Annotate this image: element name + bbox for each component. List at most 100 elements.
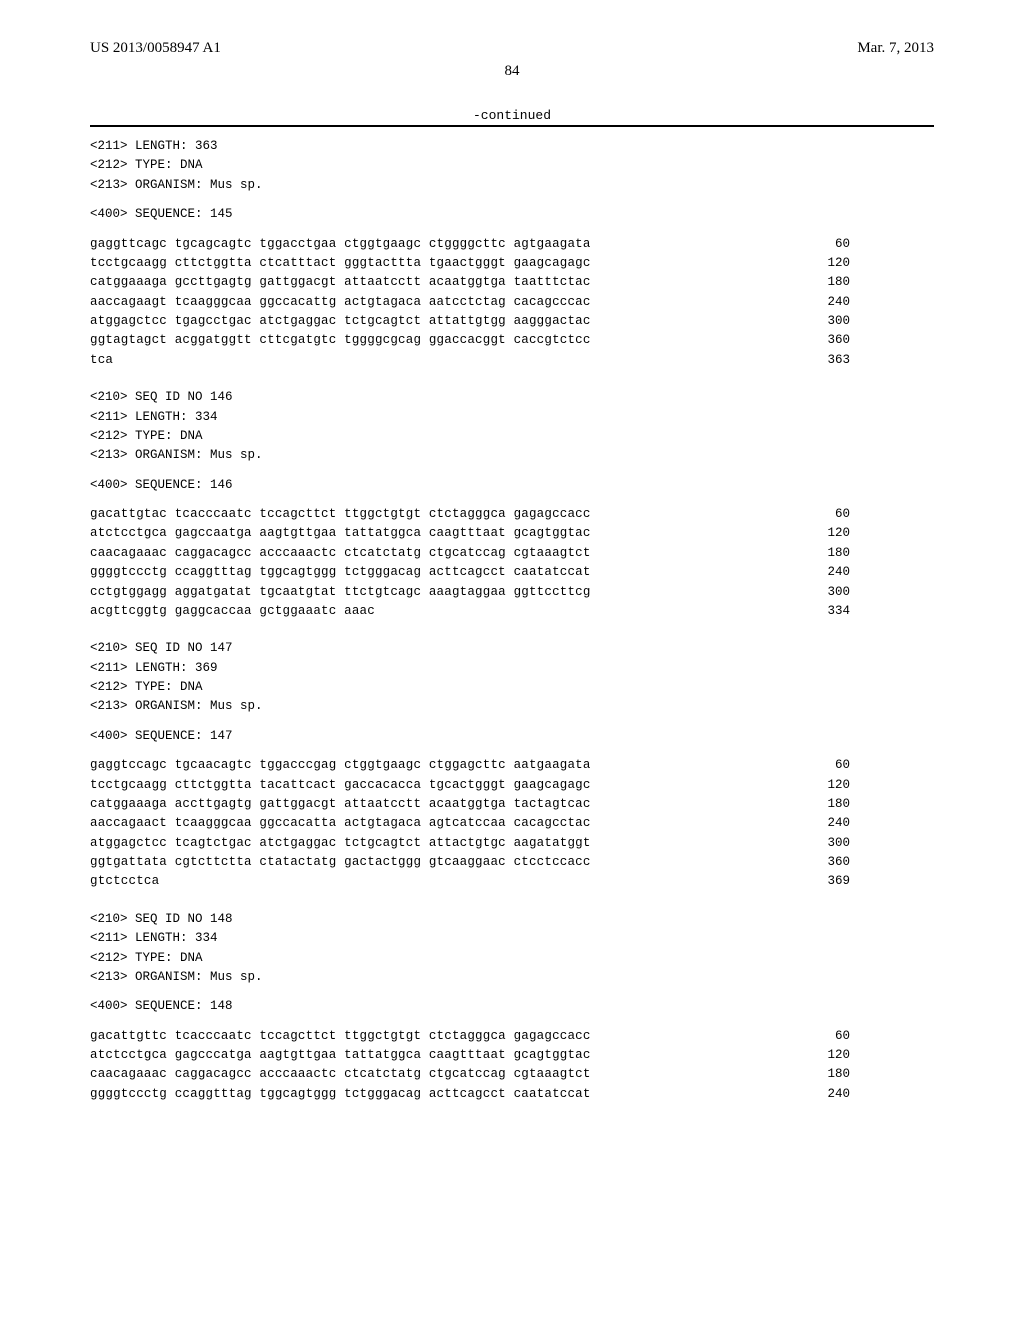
sequence-position: 240 — [810, 563, 850, 582]
sequence-line: ggggtccctg ccaggtttag tggcagtggg tctggga… — [90, 563, 850, 582]
metadata-line: <212> TYPE: DNA — [90, 427, 934, 446]
metadata-line: <210> SEQ ID NO 146 — [90, 388, 934, 407]
sequence-position: 240 — [810, 293, 850, 312]
sequence-metadata: <211> LENGTH: 363<212> TYPE: DNA<213> OR… — [90, 137, 934, 195]
sequence-text: atctcctgca gagcccatga aagtgttgaa tattatg… — [90, 1046, 591, 1065]
sequence-position: 60 — [810, 1027, 850, 1046]
sequence-text: atggagctcc tgagcctgac atctgaggac tctgcag… — [90, 312, 591, 331]
metadata-line: <210> SEQ ID NO 148 — [90, 910, 934, 929]
top-rule — [90, 125, 934, 127]
sequence-position: 360 — [810, 853, 850, 872]
sequence-line: gtctcctca 369 — [90, 872, 850, 891]
metadata-line: <211> LENGTH: 363 — [90, 137, 934, 156]
publication-date: Mar. 7, 2013 — [857, 40, 934, 57]
sequence-line: gaggttcagc tgcagcagtc tggacctgaa ctggtga… — [90, 235, 850, 254]
sequence-position: 369 — [810, 872, 850, 891]
sequence-position: 120 — [810, 524, 850, 543]
sequence-block: gaggttcagc tgcagcagtc tggacctgaa ctggtga… — [90, 235, 934, 371]
sequence-line: atctcctgca gagccaatga aagtgttgaa tattatg… — [90, 524, 850, 543]
sequence-position: 60 — [810, 505, 850, 524]
metadata-line: <212> TYPE: DNA — [90, 949, 934, 968]
sequence-text: caacagaaac caggacagcc acccaaactc ctcatct… — [90, 1065, 591, 1084]
sequence-position: 363 — [810, 351, 850, 370]
sequence-text: gacattgtac tcacccaatc tccagcttct ttggctg… — [90, 505, 591, 524]
sequence-group: <210> SEQ ID NO 147<211> LENGTH: 369<212… — [90, 639, 934, 892]
sequence-position: 120 — [810, 1046, 850, 1065]
metadata-line: <213> ORGANISM: Mus sp. — [90, 697, 934, 716]
sequence-position: 180 — [810, 544, 850, 563]
sequence-line: tcctgcaagg cttctggtta tacattcact gaccaca… — [90, 776, 850, 795]
sequence-text: ggggtccctg ccaggtttag tggcagtggg tctggga… — [90, 563, 591, 582]
sequence-line: ggggtccctg ccaggtttag tggcagtggg tctggga… — [90, 1085, 850, 1104]
sequence-line: ggtgattata cgtcttctta ctatactatg gactact… — [90, 853, 850, 872]
sequence-line: gacattgttc tcacccaatc tccagcttct ttggctg… — [90, 1027, 850, 1046]
sequence-text: caacagaaac caggacagcc acccaaactc ctcatct… — [90, 544, 591, 563]
sequence-line: atggagctcc tgagcctgac atctgaggac tctgcag… — [90, 312, 850, 331]
sequence-line: catggaaaga accttgagtg gattggacgt attaatc… — [90, 795, 850, 814]
sequence-text: cctgtggagg aggatgatat tgcaatgtat ttctgtc… — [90, 583, 591, 602]
sequence-metadata: <210> SEQ ID NO 146<211> LENGTH: 334<212… — [90, 388, 934, 466]
sequence-text: gtctcctca — [90, 872, 159, 891]
sequence-position: 240 — [810, 1085, 850, 1104]
sequence-title: <400> SEQUENCE: 145 — [90, 205, 934, 224]
metadata-line: <210> SEQ ID NO 147 — [90, 639, 934, 658]
sequence-line: gacattgtac tcacccaatc tccagcttct ttggctg… — [90, 505, 850, 524]
sequence-line: acgttcggtg gaggcaccaa gctggaaatc aaac 334 — [90, 602, 850, 621]
sequence-line: caacagaaac caggacagcc acccaaactc ctcatct… — [90, 1065, 850, 1084]
sequence-text: tcctgcaagg cttctggtta ctcatttact gggtact… — [90, 254, 591, 273]
sequence-text: aaccagaagt tcaagggcaa ggccacattg actgtag… — [90, 293, 591, 312]
sequence-position: 120 — [810, 254, 850, 273]
sequence-text: atggagctcc tcagtctgac atctgaggac tctgcag… — [90, 834, 591, 853]
sequence-line: atggagctcc tcagtctgac atctgaggac tctgcag… — [90, 834, 850, 853]
metadata-line: <211> LENGTH: 334 — [90, 408, 934, 427]
sequence-text: catggaaaga gccttgagtg gattggacgt attaatc… — [90, 273, 591, 292]
header-row: US 2013/0058947 A1 Mar. 7, 2013 — [90, 40, 934, 57]
sequence-title: <400> SEQUENCE: 146 — [90, 476, 934, 495]
sequence-position: 300 — [810, 312, 850, 331]
sequence-position: 240 — [810, 814, 850, 833]
metadata-line: <211> LENGTH: 334 — [90, 929, 934, 948]
sequence-text: atctcctgca gagccaatga aagtgttgaa tattatg… — [90, 524, 591, 543]
sequence-text: acgttcggtg gaggcaccaa gctggaaatc aaac — [90, 602, 375, 621]
sequence-line: aaccagaagt tcaagggcaa ggccacattg actgtag… — [90, 293, 850, 312]
sequence-line: tcctgcaagg cttctggtta ctcatttact gggtact… — [90, 254, 850, 273]
continued-label: -continued — [90, 108, 934, 123]
sequence-text: ggggtccctg ccaggtttag tggcagtggg tctggga… — [90, 1085, 591, 1104]
sequence-group: <210> SEQ ID NO 148<211> LENGTH: 334<212… — [90, 910, 934, 1104]
sequence-text: ggtagtagct acggatggtt cttcgatgtc tggggcg… — [90, 331, 591, 350]
page-number: 84 — [90, 63, 934, 80]
metadata-line: <213> ORGANISM: Mus sp. — [90, 446, 934, 465]
sequence-line: aaccagaact tcaagggcaa ggccacatta actgtag… — [90, 814, 850, 833]
metadata-line: <211> LENGTH: 369 — [90, 659, 934, 678]
sequence-line: catggaaaga gccttgagtg gattggacgt attaatc… — [90, 273, 850, 292]
metadata-line: <212> TYPE: DNA — [90, 156, 934, 175]
sequence-position: 360 — [810, 331, 850, 350]
sequence-position: 120 — [810, 776, 850, 795]
sequence-text: gaggttcagc tgcagcagtc tggacctgaa ctggtga… — [90, 235, 591, 254]
sequence-line: tca363 — [90, 351, 850, 370]
sequence-text: tcctgcaagg cttctggtta tacattcact gaccaca… — [90, 776, 591, 795]
sequence-metadata: <210> SEQ ID NO 147<211> LENGTH: 369<212… — [90, 639, 934, 717]
sequence-title: <400> SEQUENCE: 147 — [90, 727, 934, 746]
sequence-text: gacattgttc tcacccaatc tccagcttct ttggctg… — [90, 1027, 591, 1046]
sequence-text: aaccagaact tcaagggcaa ggccacatta actgtag… — [90, 814, 591, 833]
sequence-text: catggaaaga accttgagtg gattggacgt attaatc… — [90, 795, 591, 814]
sequence-group: <211> LENGTH: 363<212> TYPE: DNA<213> OR… — [90, 137, 934, 370]
metadata-line: <213> ORGANISM: Mus sp. — [90, 176, 934, 195]
sequence-block: gaggtccagc tgcaacagtc tggacccgag ctggtga… — [90, 756, 934, 892]
sequence-position: 300 — [810, 583, 850, 602]
sequence-position: 300 — [810, 834, 850, 853]
sequence-line: atctcctgca gagcccatga aagtgttgaa tattatg… — [90, 1046, 850, 1065]
sequence-block: gacattgttc tcacccaatc tccagcttct ttggctg… — [90, 1027, 934, 1105]
sequence-line: gaggtccagc tgcaacagtc tggacccgag ctggtga… — [90, 756, 850, 775]
publication-number: US 2013/0058947 A1 — [90, 40, 221, 57]
metadata-line: <212> TYPE: DNA — [90, 678, 934, 697]
sequence-position: 180 — [810, 273, 850, 292]
sequence-position: 334 — [810, 602, 850, 621]
sequence-text: ggtgattata cgtcttctta ctatactatg gactact… — [90, 853, 591, 872]
sequence-group: <210> SEQ ID NO 146<211> LENGTH: 334<212… — [90, 388, 934, 621]
metadata-line: <213> ORGANISM: Mus sp. — [90, 968, 934, 987]
sequence-position: 180 — [810, 795, 850, 814]
sequence-position: 60 — [810, 235, 850, 254]
sequence-listing: <211> LENGTH: 363<212> TYPE: DNA<213> OR… — [90, 137, 934, 1104]
